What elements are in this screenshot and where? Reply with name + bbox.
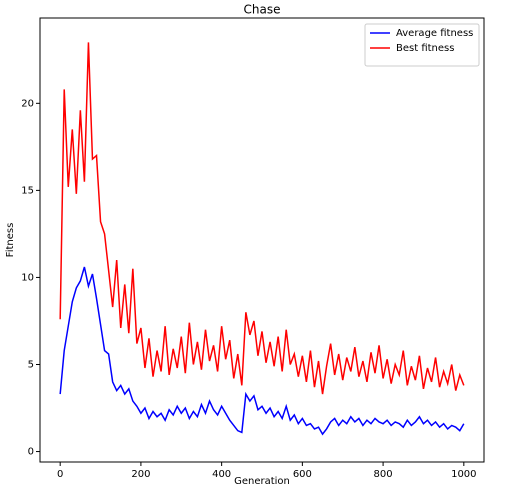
x-tick-label: 800 xyxy=(374,469,393,480)
legend: Average fitness Best fitness xyxy=(364,23,480,67)
y-tick-label: 10 xyxy=(21,272,34,283)
x-tick-label: 600 xyxy=(293,469,312,480)
plot-frame xyxy=(39,17,485,463)
x-tick-label: 1000 xyxy=(451,469,476,480)
x-tick-label: 200 xyxy=(131,469,150,480)
series-line xyxy=(59,266,465,436)
y-tick-label: 0 xyxy=(28,447,34,458)
legend-label: Average fitness xyxy=(396,28,473,39)
y-tick-label: 15 xyxy=(21,185,34,196)
series-line xyxy=(59,42,465,395)
x-tick-label: 400 xyxy=(212,469,231,480)
legend-box xyxy=(364,23,480,67)
y-tick-label: 5 xyxy=(28,359,34,370)
x-tick-label: 0 xyxy=(57,469,63,480)
y-axis-label: Fitness xyxy=(5,223,16,258)
legend-label: Best fitness xyxy=(396,43,454,54)
y-tick-label: 20 xyxy=(21,98,34,109)
x-axis-label: Generation xyxy=(234,476,290,487)
chart-title: Chase xyxy=(244,3,281,17)
